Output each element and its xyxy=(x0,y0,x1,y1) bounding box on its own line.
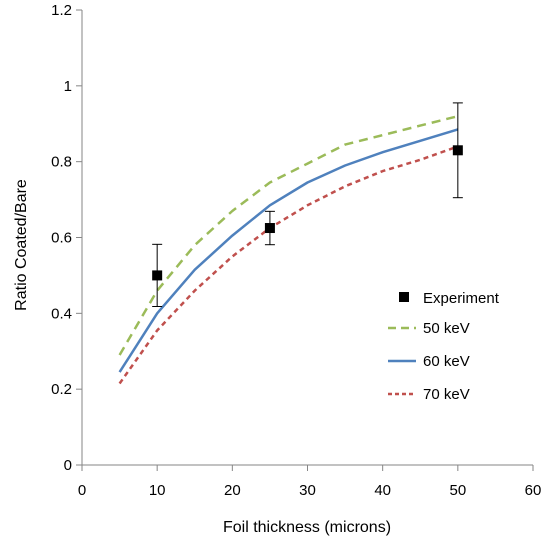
series-line-70kev xyxy=(118,145,459,385)
x-tick-label: 20 xyxy=(224,482,241,499)
legend-label-50kev: 50 keV xyxy=(423,320,470,337)
y-tick-label: 0.4 xyxy=(51,305,72,322)
y-axis-title: Ratio Coated/Bare xyxy=(13,179,30,311)
legend: Experiment 50 keV 60 keV 70 keV xyxy=(388,290,500,403)
x-tick-label: 40 xyxy=(374,482,391,499)
y-tick-label: 0.2 xyxy=(51,381,72,398)
data-point xyxy=(452,145,463,156)
ticks xyxy=(76,9,534,471)
legend-marker-experiment xyxy=(399,292,409,302)
x-axis-title: Foil thickness (microns) xyxy=(223,519,391,536)
series-lines xyxy=(118,114,459,385)
x-tick-label: 50 xyxy=(449,482,466,499)
x-tick-label: 10 xyxy=(149,482,166,499)
x-tick-label: 30 xyxy=(299,482,316,499)
x-tick-label: 0 xyxy=(78,482,86,499)
legend-label-60kev: 60 keV xyxy=(423,353,470,370)
series-line-60kev xyxy=(118,128,459,373)
legend-label-experiment: Experiment xyxy=(423,290,500,307)
data-point xyxy=(152,270,163,281)
tick-labels: 0 0.2 0.4 0.6 0.8 1 1.2 0 10 20 30 40 50 60 xyxy=(51,2,541,499)
x-tick-label: 60 xyxy=(525,482,542,499)
y-tick-label: 1.2 xyxy=(51,2,72,19)
data-point xyxy=(264,223,275,234)
y-tick-label: 0.6 xyxy=(51,230,72,247)
y-tick-label: 0 xyxy=(64,457,72,474)
points xyxy=(152,145,463,281)
y-tick-label: 1 xyxy=(64,78,72,95)
series-line-50kev xyxy=(118,114,459,356)
legend-label-70kev: 70 keV xyxy=(423,386,470,403)
y-tick-label: 0.8 xyxy=(51,154,72,171)
